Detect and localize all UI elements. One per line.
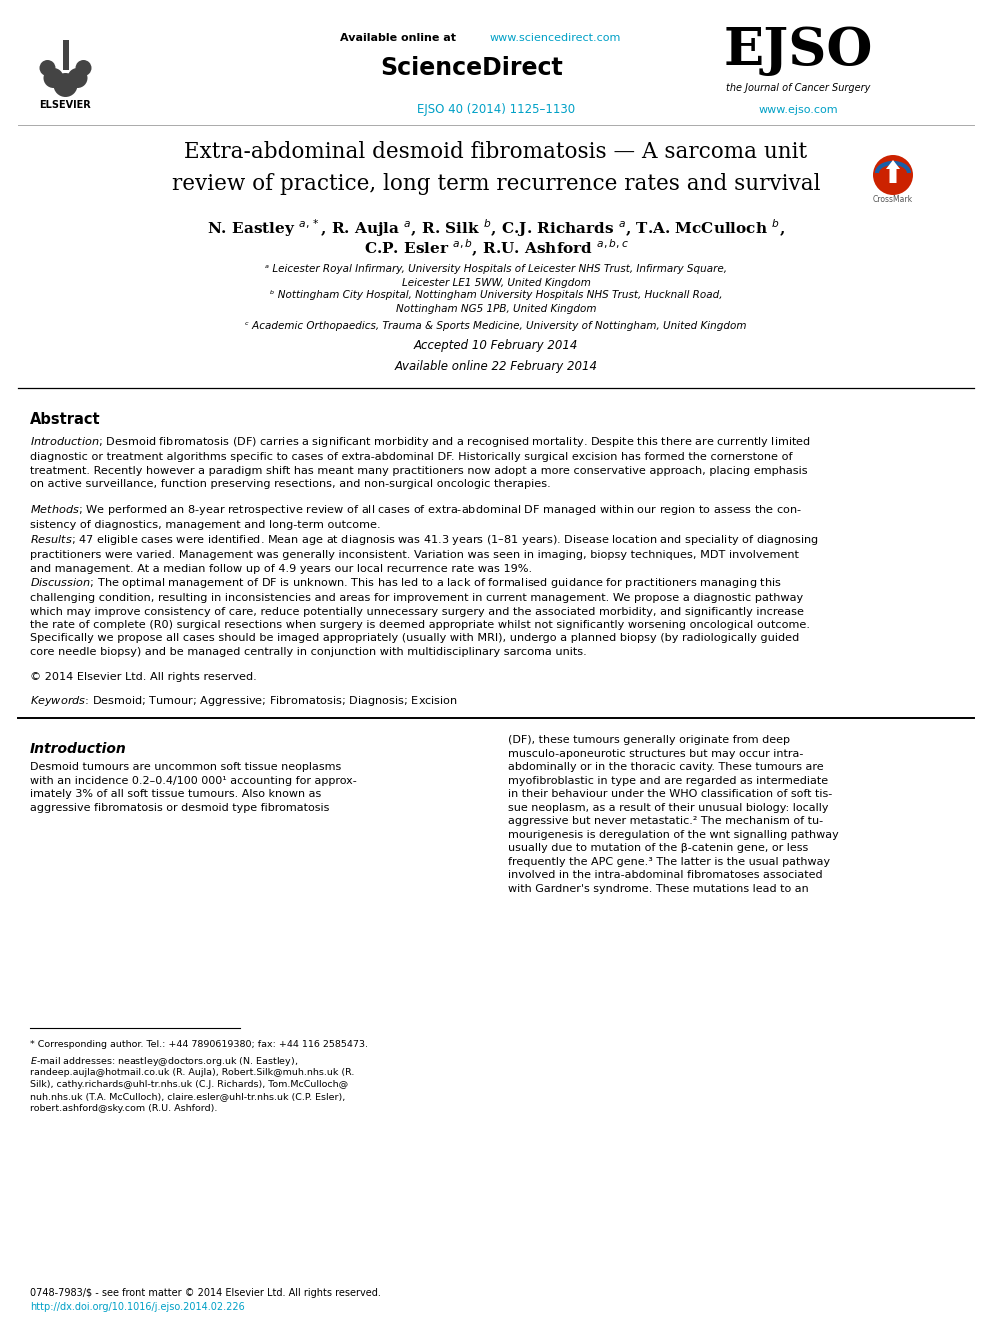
Text: ᵇ Nottingham City Hospital, Nottingham University Hospitals NHS Trust, Hucknall : ᵇ Nottingham City Hospital, Nottingham U… (270, 290, 722, 314)
Text: $\it{Results}$; 47 eligible cases were identified. Mean age at diagnosis was 41.: $\it{Results}$; 47 eligible cases were i… (30, 533, 818, 574)
Text: © 2014 Elsevier Ltd. All rights reserved.: © 2014 Elsevier Ltd. All rights reserved… (30, 672, 257, 681)
Text: Introduction: Introduction (30, 742, 127, 755)
Text: ELSEVIER: ELSEVIER (40, 101, 91, 110)
Text: $\it{Discussion}$; The optimal management of DF is unknown. This has led to a la: $\it{Discussion}$; The optimal managemen… (30, 576, 810, 656)
Bar (18, 25, 113, 95)
Text: EJSO: EJSO (723, 25, 873, 75)
Circle shape (40, 60, 56, 75)
Text: www.ejso.com: www.ejso.com (758, 105, 838, 115)
Circle shape (54, 73, 77, 97)
Text: N. Eastley $^{a,*}$, R. Aujla $^{a}$, R. Silk $^{b}$, C.J. Richards $^{a}$, T.A.: N. Eastley $^{a,*}$, R. Aujla $^{a}$, R.… (207, 217, 785, 239)
Text: $\it{Keywords}$: Desmoid; Tumour; Aggressive; Fibromatosis; Diagnosis; Excision: $\it{Keywords}$: Desmoid; Tumour; Aggres… (30, 695, 458, 708)
Text: ᶜ Academic Orthopaedics, Trauma & Sports Medicine, University of Nottingham, Uni: ᶜ Academic Orthopaedics, Trauma & Sports… (245, 321, 747, 331)
Text: * Corresponding author. Tel.: +44 7890619380; fax: +44 116 2585473.: * Corresponding author. Tel.: +44 789061… (30, 1040, 368, 1049)
Text: $\it{Methods}$; We performed an 8-year retrospective review of all cases of extr: $\it{Methods}$; We performed an 8-year r… (30, 503, 802, 531)
Text: Abstract: Abstract (30, 411, 100, 427)
Bar (62, 40, 68, 70)
Circle shape (873, 155, 913, 194)
Text: http://dx.doi.org/10.1016/j.ejso.2014.02.226: http://dx.doi.org/10.1016/j.ejso.2014.02… (30, 1302, 245, 1312)
Text: EJSO 40 (2014) 1125–1130: EJSO 40 (2014) 1125–1130 (417, 103, 575, 116)
Text: randeep.aujla@hotmail.co.uk (R. Aujla), Robert.Silk@muh.nhs.uk (R.
Silk), cathy.: randeep.aujla@hotmail.co.uk (R. Aujla), … (30, 1068, 354, 1114)
Text: www.sciencedirect.com: www.sciencedirect.com (490, 33, 621, 44)
Text: Desmoid tumours are uncommon soft tissue neoplasms
with an incidence 0.2–0.4/100: Desmoid tumours are uncommon soft tissue… (30, 762, 357, 812)
Text: Available online at: Available online at (340, 33, 460, 44)
Text: $\it{Introduction}$; Desmoid fibromatosis (DF) carries a significant morbidity a: $\it{Introduction}$; Desmoid fibromatosi… (30, 435, 810, 490)
Text: (DF), these tumours generally originate from deep
musculo-aponeurotic structures: (DF), these tumours generally originate … (508, 736, 839, 894)
Text: Extra-abdominal desmoid fibromatosis — A sarcoma unit
review of practice, long t: Extra-abdominal desmoid fibromatosis — A… (172, 142, 820, 194)
Circle shape (75, 60, 91, 75)
Text: 0748-7983/$ - see front matter © 2014 Elsevier Ltd. All rights reserved.: 0748-7983/$ - see front matter © 2014 El… (30, 1289, 381, 1298)
FancyArrow shape (886, 160, 900, 183)
Text: $\it{E}$-mail addresses: neastley@doctors.org.uk (N. Eastley),: $\it{E}$-mail addresses: neastley@doctor… (30, 1054, 299, 1068)
Text: the Journal of Cancer Surgery: the Journal of Cancer Surgery (726, 83, 870, 93)
Text: C.P. Esler $^{a,b}$, R.U. Ashford $^{a,b,c}$: C.P. Esler $^{a,b}$, R.U. Ashford $^{a,b… (363, 237, 629, 259)
Circle shape (67, 67, 87, 89)
Text: ScienceDirect: ScienceDirect (380, 56, 562, 79)
Text: ᵃ Leicester Royal Infirmary, University Hospitals of Leicester NHS Trust, Infirm: ᵃ Leicester Royal Infirmary, University … (265, 265, 727, 288)
Text: CrossMark: CrossMark (873, 196, 913, 205)
Circle shape (44, 67, 63, 89)
Text: Accepted 10 February 2014
Available online 22 February 2014: Accepted 10 February 2014 Available onli… (395, 339, 597, 373)
